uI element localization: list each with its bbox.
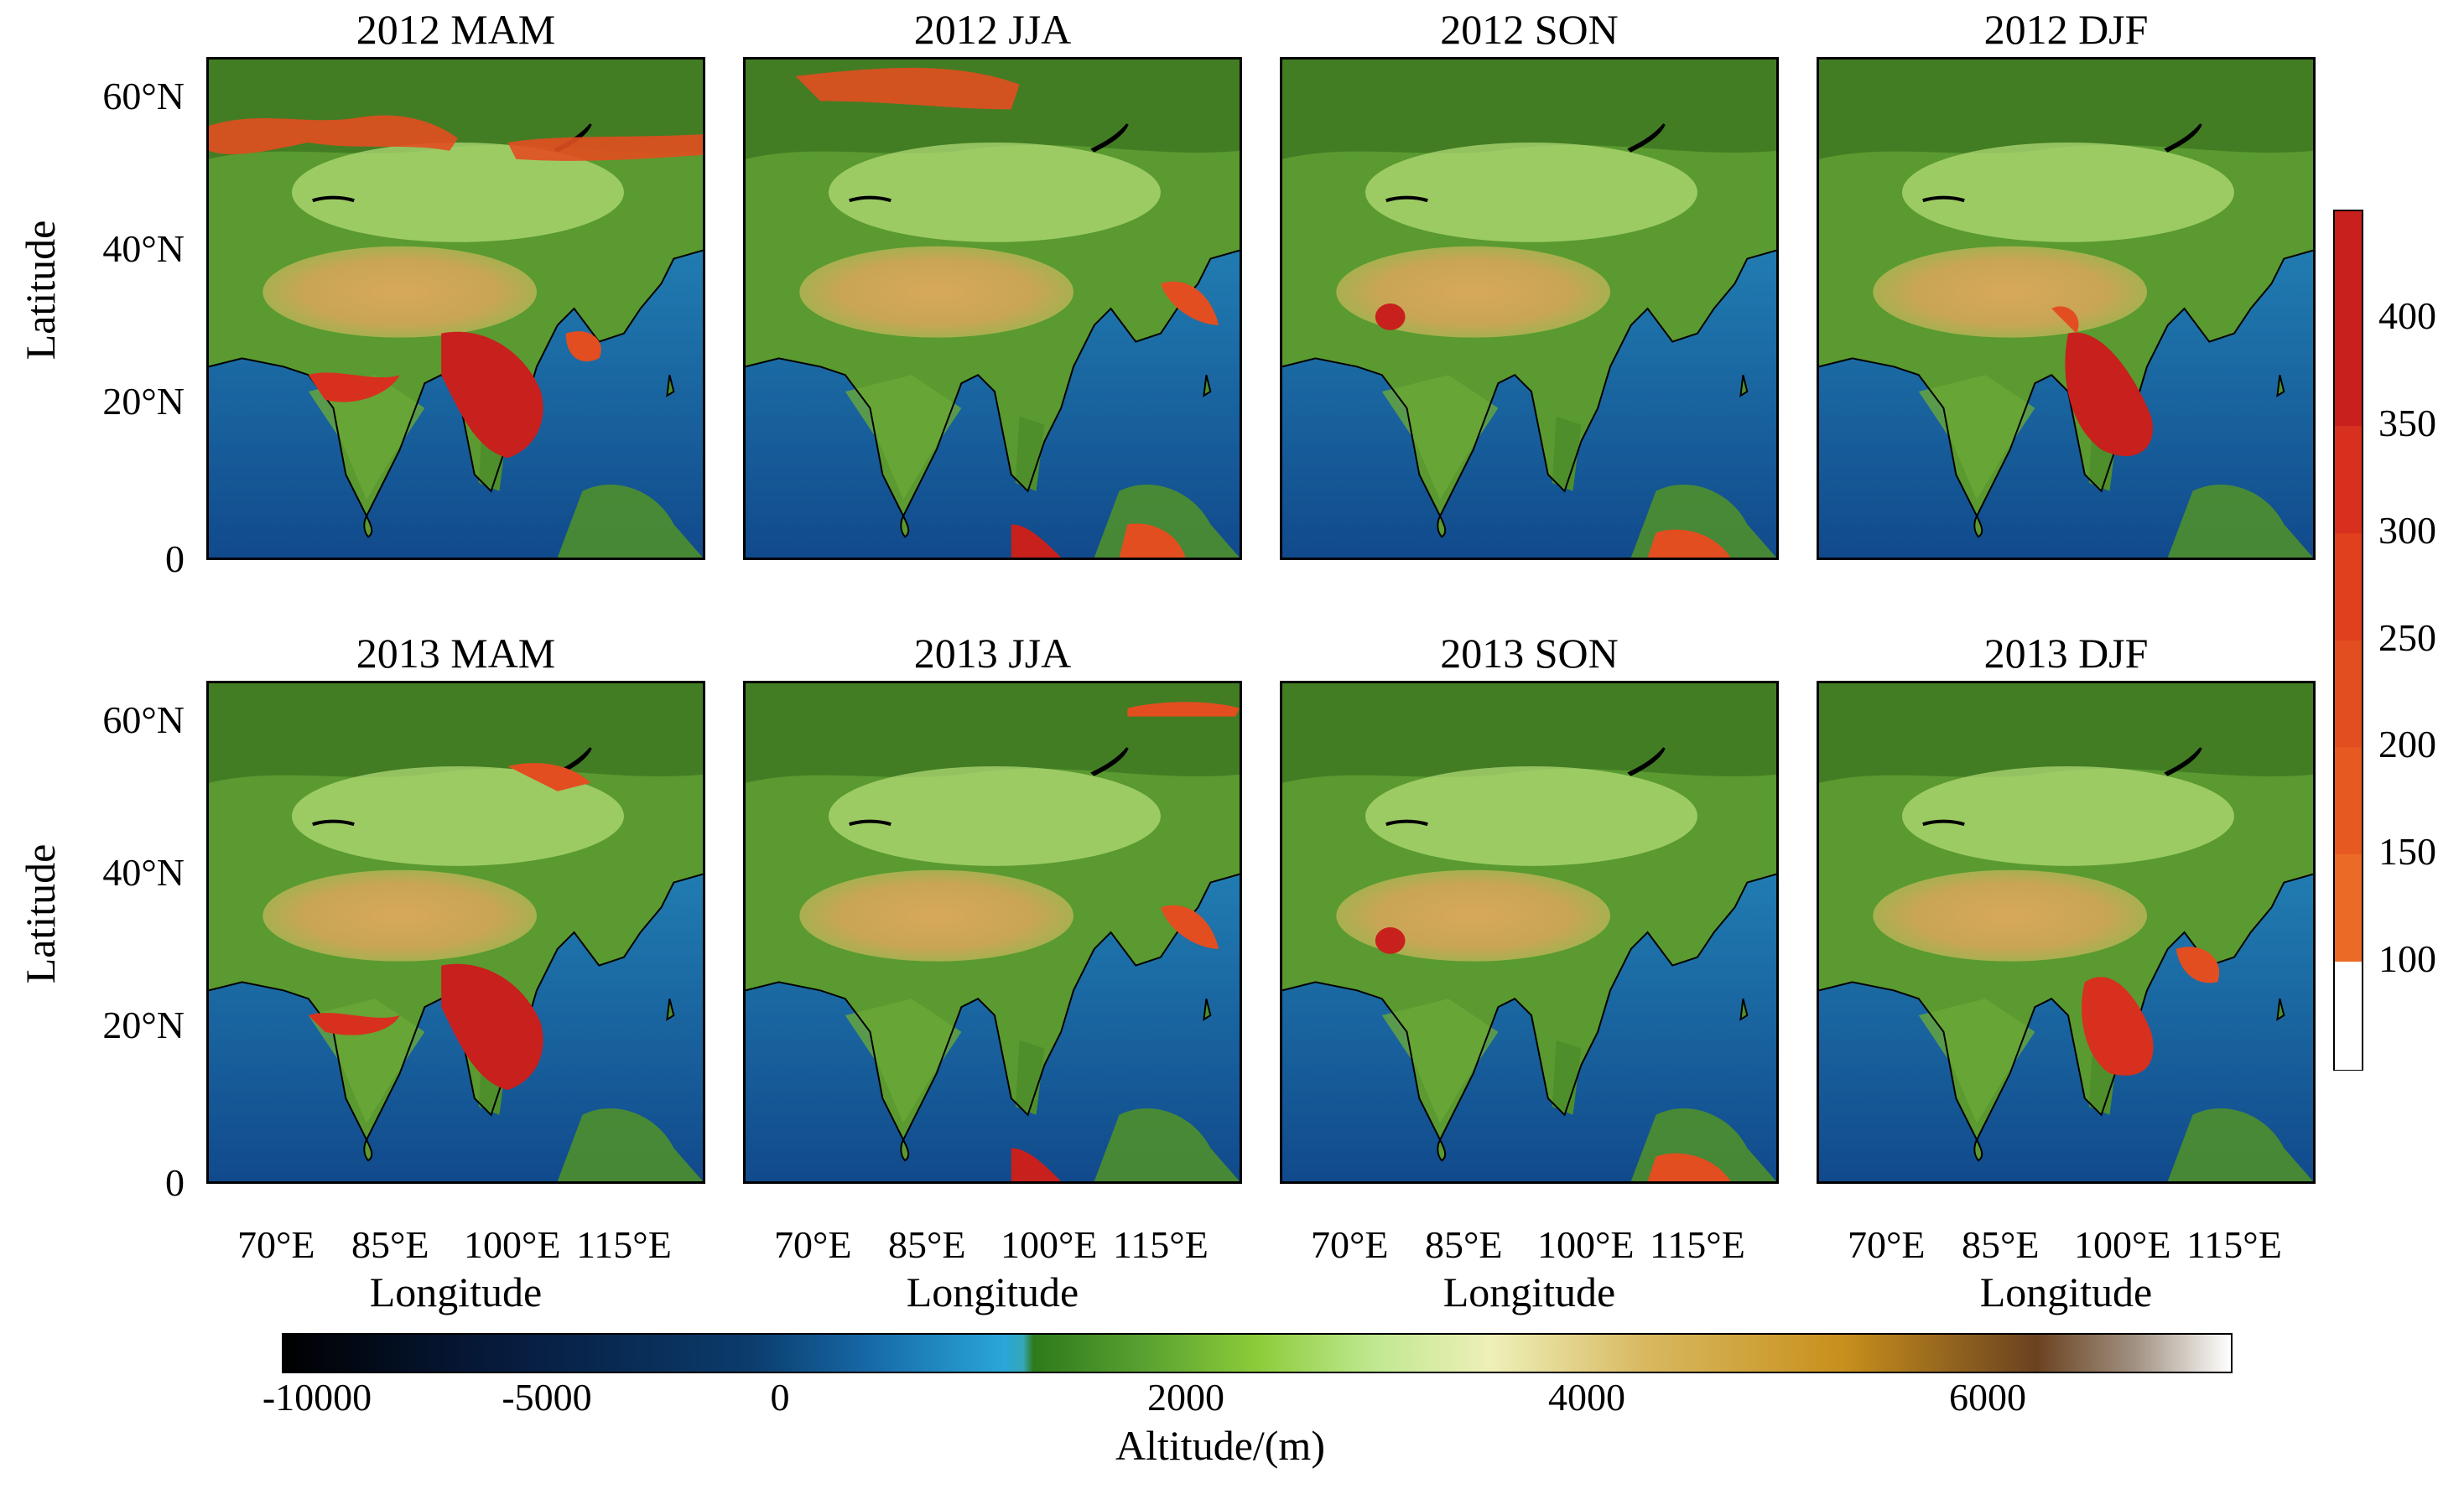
lon-tick-label: 85°E [351,1223,429,1266]
altitude-tick-label: 6000 [1949,1376,2026,1419]
map-panel [1280,681,1779,1184]
altitude-tick-label: 0 [770,1376,790,1419]
lon-tick-label: 70°E [774,1223,852,1266]
panel-title: 2012 JJA [913,6,1072,53]
lat-tick-label: 0 [165,1161,185,1204]
lat-tick-label: 20°N [102,1004,185,1046]
y-axis-label: Latitude [17,843,64,984]
lon-tick-label: 100°E [464,1223,561,1266]
panel-title: 2013 DJF [1983,630,2149,677]
altitude-label: Altitude/(m) [1115,1422,1325,1469]
panel-title: 2013 JJA [913,630,1072,677]
lon-tick-label: 100°E [1001,1223,1098,1266]
colorbar-segment [2335,318,2362,427]
lat-tick-label: 60°N [102,698,185,741]
map-panel [743,57,1242,560]
panel-title: 2012 MAM [356,6,556,53]
x-axis-label: Longitude [906,1269,1079,1315]
x-axis-label: Longitude [1979,1269,2153,1315]
altitude-tick-label: -5000 [502,1376,592,1419]
colorbar-tick-label: 100 [2378,937,2436,981]
colorbar-segment [2335,211,2362,319]
colorbar-segment [2335,747,2362,856]
colorbar-segment [2335,962,2362,1070]
colorbar-tick-label: 400 [2378,293,2436,337]
altitude-tick-label: 2000 [1147,1376,1224,1419]
map-panel [743,681,1242,1184]
colorbar-tick-label: 250 [2378,615,2436,659]
lon-tick-label: 85°E [1962,1223,2040,1266]
lon-tick-label: 70°E [1848,1223,1926,1266]
map-panel [1280,57,1779,560]
colorbar-segment [2335,640,2362,749]
lat-tick-label: 40°N [102,227,185,270]
altitude-tick-label: -10000 [262,1376,372,1419]
map-panel [1817,681,2316,1184]
colorbar-tick-label: 150 [2378,830,2436,874]
lat-tick-label: 60°N [102,75,185,117]
altitude-tick-label: 4000 [1548,1376,1625,1419]
lon-tick-label: 115°E [2186,1223,2282,1266]
colorbar-segment [2335,425,2362,534]
map-panel [206,57,705,560]
colorbar-segment [2335,532,2362,641]
lon-tick-label: 85°E [1425,1223,1503,1266]
intensity-colorbar [2333,210,2363,1071]
lon-tick-label: 100°E [1537,1223,1635,1266]
x-axis-label: Longitude [1443,1269,1616,1315]
y-axis-label: Latitude [17,220,64,361]
lat-tick-label: 0 [165,537,185,580]
lon-tick-label: 70°E [237,1223,315,1266]
altitude-colorbar [282,1333,2233,1373]
colorbar-tick-label: 200 [2378,723,2436,766]
panel-title: 2013 SON [1440,630,1619,677]
colorbar-tick-label: 300 [2378,508,2436,552]
lat-tick-label: 20°N [102,380,185,423]
map-panel [206,681,705,1184]
panel-title: 2012 SON [1440,6,1619,53]
panel-title: 2012 DJF [1983,6,2149,53]
lon-tick-label: 115°E [1650,1223,1745,1266]
lat-tick-label: 40°N [102,851,185,894]
lon-tick-label: 85°E [888,1223,966,1266]
colorbar-segment [2335,854,2362,963]
colorbar-tick-label: 350 [2378,401,2436,444]
lon-tick-label: 100°E [2074,1223,2171,1266]
lon-tick-label: 70°E [1311,1223,1389,1266]
map-panel [1817,57,2316,560]
lon-tick-label: 115°E [576,1223,672,1266]
lon-tick-label: 115°E [1113,1223,1209,1266]
x-axis-label: Longitude [369,1269,543,1315]
panel-title: 2013 MAM [356,630,556,677]
